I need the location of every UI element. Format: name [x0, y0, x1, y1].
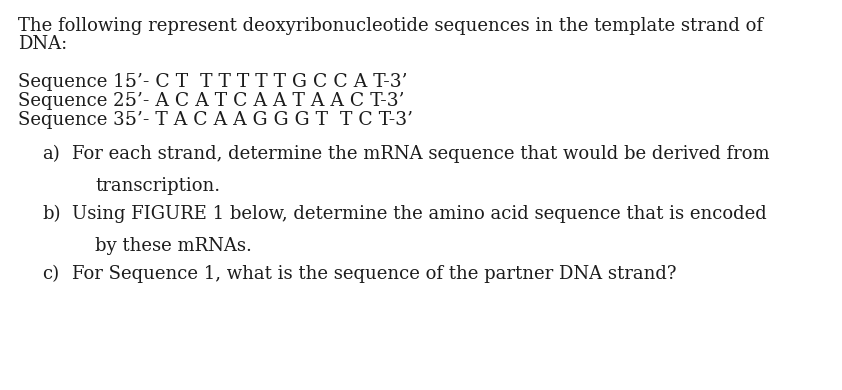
Text: a): a)	[42, 145, 60, 163]
Text: transcription.: transcription.	[95, 177, 220, 195]
Text: The following represent deoxyribonucleotide sequences in the template strand of: The following represent deoxyribonucleot…	[18, 17, 763, 35]
Text: c): c)	[42, 265, 59, 283]
Text: Sequence 1:: Sequence 1:	[18, 73, 131, 91]
Text: Sequence 3:: Sequence 3:	[18, 111, 131, 129]
Text: 5’- A C A T C A A T A A C T-3’: 5’- A C A T C A A T A A C T-3’	[125, 92, 404, 110]
Text: For each strand, determine the mRNA sequence that would be derived from: For each strand, determine the mRNA sequ…	[72, 145, 770, 163]
Text: b): b)	[42, 205, 61, 223]
Text: 5’- T A C A A G G G T  T C T-3’: 5’- T A C A A G G G T T C T-3’	[125, 111, 413, 129]
Text: 5’- C T  T T T T T G C C A T-3’: 5’- C T T T T T T G C C A T-3’	[125, 73, 408, 91]
Text: Using FIGURE 1 below, determine the amino acid sequence that is encoded: Using FIGURE 1 below, determine the amin…	[72, 205, 767, 223]
Text: For Sequence 1, what is the sequence of the partner DNA strand?: For Sequence 1, what is the sequence of …	[72, 265, 676, 283]
Text: by these mRNAs.: by these mRNAs.	[95, 237, 252, 255]
Text: DNA:: DNA:	[18, 35, 67, 53]
Text: Sequence 2:: Sequence 2:	[18, 92, 131, 110]
